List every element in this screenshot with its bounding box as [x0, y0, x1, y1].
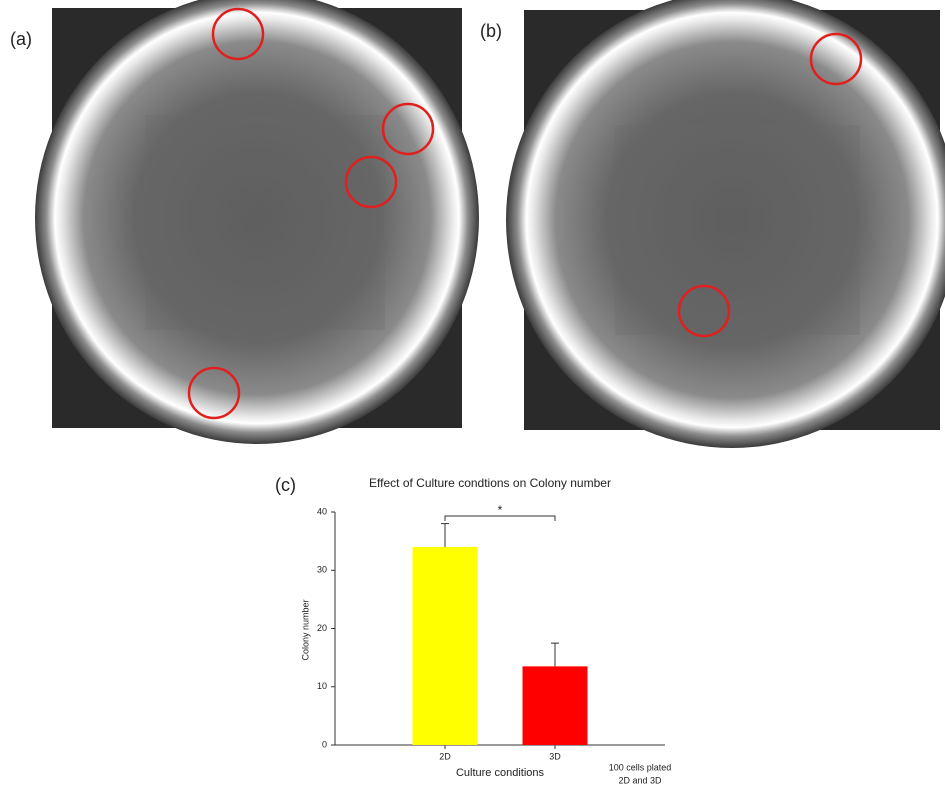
bar — [413, 547, 478, 745]
x-tick-label: 3D — [549, 751, 561, 761]
panel-label: (c) — [275, 475, 296, 495]
annotation: 100 cells plated — [609, 762, 672, 772]
x-tick-label: 2D — [439, 751, 451, 761]
y-tick-label: 30 — [317, 565, 327, 575]
bar — [523, 666, 588, 745]
figure: (a) (b) (c) Effect of Culture condtions … — [0, 0, 945, 785]
y-tick-label: 10 — [317, 681, 327, 691]
y-tick-label: 20 — [317, 623, 327, 633]
x-axis-label: Culture conditions — [456, 767, 545, 779]
y-tick-label: 40 — [317, 506, 327, 516]
error-bar — [551, 643, 559, 666]
y-tick-label: 0 — [322, 739, 327, 749]
significance-label: * — [498, 503, 503, 517]
chart-title: Effect of Culture condtions on Colony nu… — [369, 476, 611, 490]
y-axis-label: Colony number — [300, 599, 310, 660]
panel-label: (a) — [10, 29, 32, 49]
annotation: 2D and 3D — [618, 775, 662, 785]
plate-image-b — [506, 0, 945, 448]
panel-label: (b) — [480, 21, 502, 41]
error-bar — [441, 524, 449, 547]
plate-image-a — [35, 0, 479, 444]
